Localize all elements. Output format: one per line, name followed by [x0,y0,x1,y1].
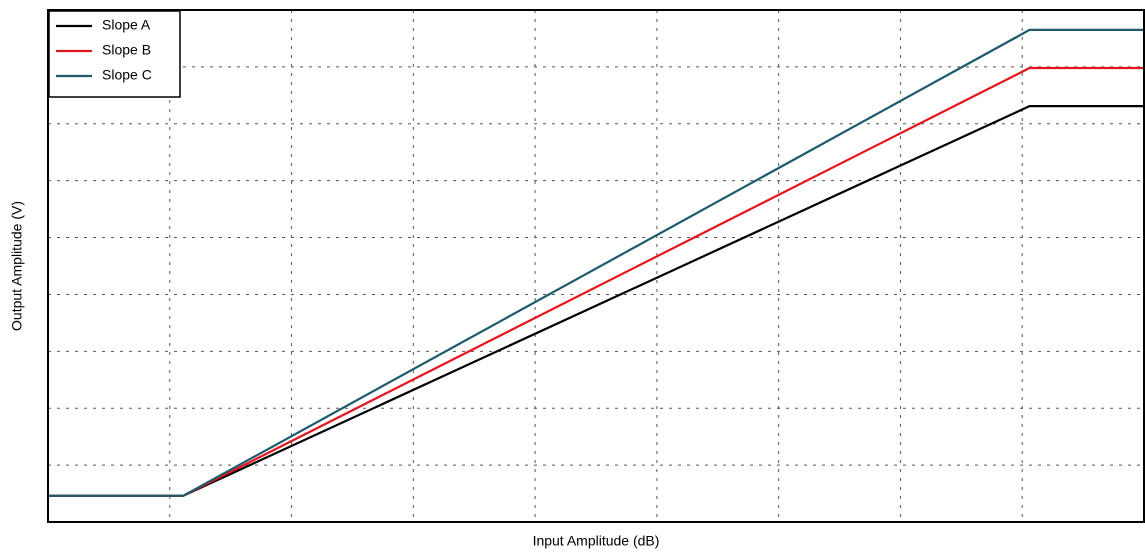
series-line [48,105,1144,497]
legend: Slope A Slope B Slope C [48,10,181,98]
legend-label: Slope B [102,42,151,58]
x-axis-label: Input Amplitude (dB) [533,533,660,549]
plot-border [47,9,1145,523]
legend-label: Slope C [102,67,152,83]
series-line [48,28,1144,497]
legend-label: Slope A [102,17,151,33]
series-line [48,66,1144,497]
y-axis-label: Output Amplitude (V) [9,201,25,331]
